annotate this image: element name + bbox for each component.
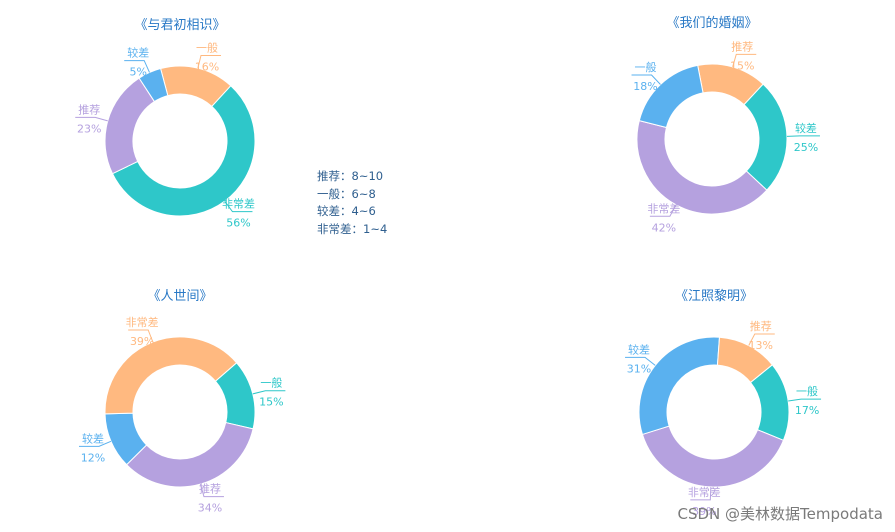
label-leader-line: [788, 398, 822, 402]
slice-percent-label: 15%: [259, 396, 283, 409]
label-leader-line: [197, 55, 221, 69]
slice-name-label: 较差: [795, 121, 817, 135]
slice-name-label: 较差: [127, 46, 149, 60]
slice-name-label: 较差: [82, 431, 104, 445]
donut-chart: 《我们的婚姻》推荐 15% 较差 25% 非常差 42% 一般 18%: [631, 15, 820, 234]
label-leader-line: [128, 329, 154, 343]
slice-name-label: 非常差: [222, 197, 255, 211]
label-leader-line: [252, 390, 286, 395]
slice-name-label: 一般: [796, 385, 818, 398]
donut-chart: 《人世间》一般 15% 推荐 34% 较差 12% 非常差 39%: [78, 289, 286, 515]
chart-title: 《人世间》: [147, 289, 212, 304]
slice-percent-label: 13%: [749, 339, 773, 352]
slice-percent-label: 31%: [627, 362, 651, 375]
slice-name-label: 非常差: [647, 201, 680, 215]
slice-percent-label: 5%: [129, 66, 146, 79]
slice-percent-label: 15%: [730, 59, 754, 72]
slice-name-label: 推荐: [731, 39, 753, 53]
slice-percent-label: 25%: [794, 141, 818, 154]
slice-name-label: 非常差: [688, 485, 721, 499]
donut-chart: 《江照黎明》一般 17% 非常差 39% 较差 31% 推荐 13%: [625, 289, 822, 518]
slice-percent-label: 12%: [81, 451, 105, 464]
donut-slice[interactable]: [638, 336, 721, 436]
slice-percent-label: 16%: [195, 61, 219, 74]
rating-scale-line: 推荐：8~10: [317, 169, 384, 183]
slice-percent-label: 39%: [692, 505, 716, 518]
slice-percent-label: 17%: [795, 404, 819, 417]
slice-name-label: 较差: [628, 342, 650, 356]
rating-scale-note: 推荐：8~10 一般：6~8 较差：4~6 非常差：1~4: [317, 168, 387, 238]
slice-name-label: 一般: [196, 42, 218, 55]
slice-percent-label: 34%: [198, 502, 222, 515]
label-leader-line: [224, 200, 253, 213]
label-leader-line: [732, 53, 757, 68]
label-leader-line: [625, 356, 656, 366]
label-leader-line: [649, 204, 677, 217]
rating-scale-line: 较差：4~6: [317, 204, 376, 218]
watermark: CSDN @美林数据Tempodata: [677, 505, 883, 523]
donut-slice[interactable]: [125, 421, 254, 488]
donut-slice[interactable]: [636, 119, 768, 215]
label-leader-line: [75, 116, 108, 122]
slice-name-label: 推荐: [750, 319, 772, 333]
donut-slice[interactable]: [104, 336, 238, 415]
slice-percent-label: 56%: [226, 217, 250, 230]
rating-scale-line: 一般：6~8: [317, 186, 376, 201]
donut-slice[interactable]: [716, 336, 773, 384]
slice-name-label: 非常差: [126, 315, 159, 329]
donut-slice[interactable]: [104, 77, 156, 175]
chart-title: 《我们的婚姻》: [666, 15, 757, 31]
rating-scale-line: 非常差：1~4: [317, 221, 388, 236]
donut-slice[interactable]: [638, 64, 704, 129]
slice-percent-label: 42%: [652, 221, 676, 234]
slice-percent-label: 39%: [130, 335, 154, 348]
donut-slice[interactable]: [641, 425, 785, 488]
chart-title: 《与君初相识》: [134, 18, 225, 33]
slice-name-label: 推荐: [199, 482, 221, 496]
donut-slice[interactable]: [111, 85, 256, 217]
label-leader-line: [78, 440, 112, 447]
slice-percent-label: 18%: [633, 80, 657, 93]
slice-percent-label: 23%: [77, 122, 101, 135]
slice-name-label: 一般: [260, 377, 282, 390]
label-leader-line: [690, 486, 712, 501]
chart-title: 《江照黎明》: [675, 289, 753, 304]
slice-name-label: 推荐: [78, 102, 100, 116]
label-leader-line: [748, 333, 775, 346]
donut-slice[interactable]: [138, 67, 169, 103]
label-leader-line: [124, 60, 150, 73]
label-leader-line: [199, 484, 224, 498]
label-leader-line: [631, 74, 661, 85]
slice-name-label: 一般: [635, 61, 657, 74]
donut-chart: 《与君初相识》一般 16% 非常差 56% 推荐 23% 较差 5%: [75, 18, 256, 230]
